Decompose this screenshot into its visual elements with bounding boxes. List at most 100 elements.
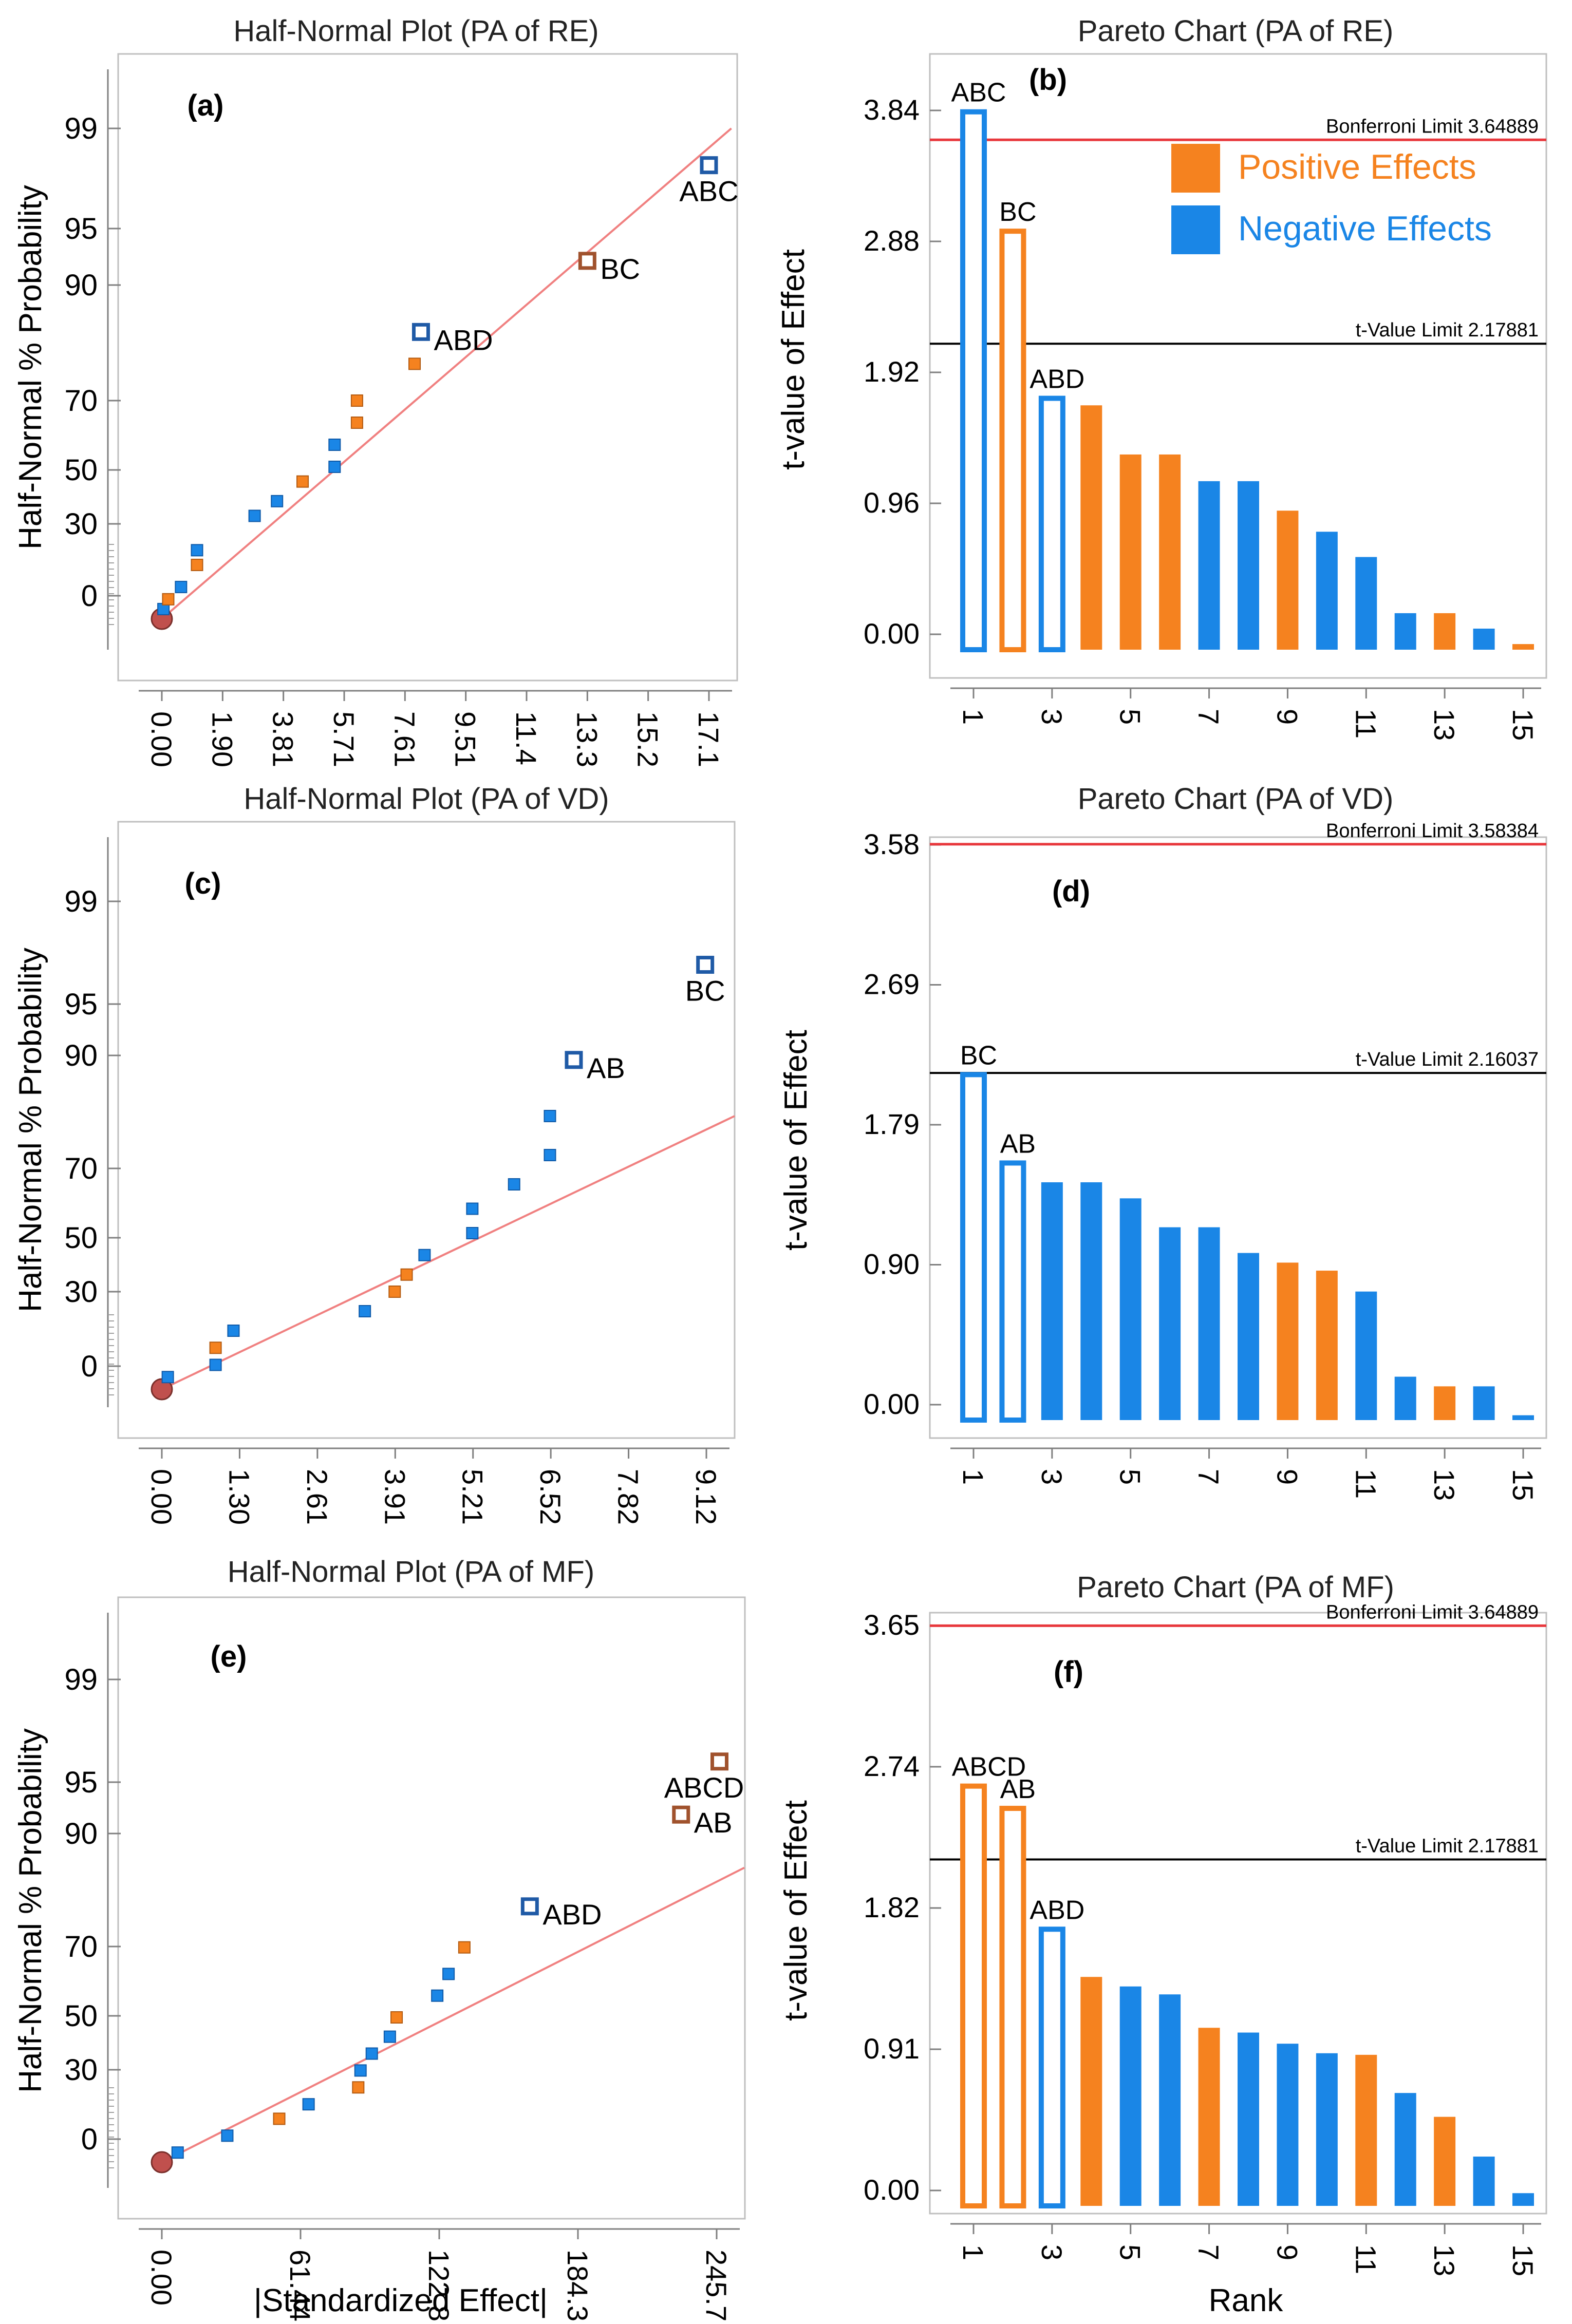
effect-point bbox=[352, 2081, 365, 2094]
x-tick-label: 7.61 bbox=[388, 711, 421, 767]
y-tick-label: 99 bbox=[64, 1663, 98, 1696]
effect-bar bbox=[1473, 1386, 1495, 1420]
open-effect-bar bbox=[999, 229, 1026, 652]
bar-label: ABD bbox=[1030, 365, 1084, 394]
effect-bar bbox=[1238, 2032, 1259, 2206]
bar-label: ABD bbox=[1030, 1895, 1084, 1925]
y-tick-label: 3.58 bbox=[864, 828, 920, 860]
labeled-effect-point bbox=[411, 323, 430, 341]
pareto-panel-2: Pareto Chart (PA of VD) (d) t-value of Eff… bbox=[778, 782, 1547, 1501]
point-label: ABCD bbox=[664, 1771, 744, 1804]
effect-point bbox=[390, 2011, 403, 2024]
x-tick-label: 7.82 bbox=[612, 1469, 645, 1525]
panel-letter: (a) bbox=[188, 89, 224, 122]
bonferroni-limit-label: Bonferroni Limit 3.58384 bbox=[1326, 820, 1539, 842]
pareto-panel-1: Pareto Chart (PA of RE) (b) t-value of Eff… bbox=[776, 14, 1547, 741]
tvalue-limit-label: t-Value Limit 2.16037 bbox=[1356, 1049, 1539, 1070]
panel-letter: (f) bbox=[1054, 1655, 1083, 1689]
legend: Positive Effects Negative Effects bbox=[1171, 144, 1492, 254]
halfnormal-panel-2: Half-Normal Plot (PA of VD) (c) Half-Norma… bbox=[13, 782, 736, 1525]
effect-bar bbox=[1277, 1262, 1299, 1420]
x-tick-label: 0.00 bbox=[145, 2250, 178, 2306]
effect-point bbox=[328, 438, 341, 451]
x-tick-label: 5 bbox=[1114, 2244, 1147, 2260]
effect-point bbox=[350, 417, 363, 429]
halfnormal-panel-1: Half-Normal Plot (PA of RE) (a) Half-Norma… bbox=[13, 14, 739, 767]
effect-bar bbox=[1119, 454, 1141, 650]
y-tick-label: 3.84 bbox=[864, 93, 920, 126]
labeled-effect-point bbox=[520, 1897, 539, 1916]
effect-bar bbox=[1434, 1386, 1456, 1420]
x-tick-label: 1.90 bbox=[206, 711, 238, 767]
effect-bar bbox=[1277, 511, 1299, 650]
effect-point bbox=[162, 593, 175, 606]
chart-title: Pareto Chart (PA of MF) bbox=[1077, 1571, 1394, 1604]
x-tick-label: 15 bbox=[1507, 709, 1539, 741]
point-label: BC bbox=[600, 253, 640, 285]
labeled-effect-point bbox=[710, 1752, 728, 1771]
x-axis-label: Rank bbox=[1209, 2283, 1284, 2318]
y-tick-label: 0.96 bbox=[864, 486, 920, 519]
x-tick-label: 122.88 bbox=[423, 2250, 455, 2321]
effect-point bbox=[431, 1989, 444, 2002]
effect-point bbox=[458, 1941, 471, 1954]
panel-letter: (b) bbox=[1029, 63, 1067, 97]
effect-bar bbox=[1198, 2028, 1220, 2206]
x-tick-label: 15.2 bbox=[632, 711, 664, 767]
effect-point bbox=[296, 475, 309, 488]
x-tick-label: 0.00 bbox=[145, 1469, 178, 1525]
y-tick-label: 50 bbox=[64, 454, 98, 487]
plot-frame bbox=[929, 1612, 1547, 2215]
bar-label: ABC bbox=[951, 78, 1006, 108]
labeled-effect-point bbox=[578, 252, 596, 270]
x-axis-label: |Standardized Effect| bbox=[254, 2283, 548, 2318]
effect-bar bbox=[1238, 1253, 1259, 1420]
x-tick-label: 13 bbox=[1428, 2244, 1461, 2276]
bar-label: BC bbox=[960, 1041, 997, 1070]
y-tick-label: 99 bbox=[64, 112, 98, 145]
effect-point bbox=[161, 1371, 174, 1384]
effect-bar bbox=[1434, 613, 1456, 650]
y-tick-label: 0 bbox=[81, 579, 98, 613]
panel-letter: (e) bbox=[211, 1640, 247, 1673]
y-tick-label: 50 bbox=[64, 1999, 98, 2033]
effect-point bbox=[221, 2129, 234, 2142]
effect-bar bbox=[1159, 1227, 1181, 1420]
effect-bar bbox=[1512, 2193, 1534, 2206]
panels-layer: Half-Normal Plot (PA of RE) (a) Half-Norma… bbox=[13, 14, 1547, 2324]
x-tick-label: 1 bbox=[957, 709, 989, 725]
x-tick-label: 184.31 bbox=[562, 2250, 594, 2321]
x-tick-label: 11 bbox=[1350, 2244, 1382, 2274]
y-axis-label: Half-Normal % Probability bbox=[13, 1728, 48, 2093]
y-axis-label: Half-Normal % Probability bbox=[13, 185, 48, 550]
effect-bar bbox=[1277, 2044, 1299, 2206]
open-effect-bar bbox=[1038, 1926, 1065, 2209]
effect-bar bbox=[1316, 2053, 1338, 2206]
x-tick-label: 9 bbox=[1271, 1469, 1303, 1485]
fit-line bbox=[161, 1115, 735, 1390]
x-tick-label: 1.30 bbox=[223, 1469, 255, 1525]
plot-frame bbox=[117, 1596, 746, 2220]
effect-point bbox=[418, 1249, 431, 1261]
effect-point bbox=[383, 2030, 396, 2043]
effect-point bbox=[388, 1286, 401, 1298]
effect-bar bbox=[1159, 1994, 1181, 2206]
y-tick-label: 30 bbox=[64, 2053, 98, 2087]
y-tick-label: 0.91 bbox=[864, 2032, 920, 2065]
effect-bar bbox=[1355, 557, 1377, 650]
effect-bar bbox=[1355, 2054, 1377, 2206]
effect-bar bbox=[1080, 1182, 1102, 1420]
open-effect-bar bbox=[960, 109, 987, 652]
y-tick-label: 90 bbox=[64, 1817, 98, 1850]
effect-bar bbox=[1119, 1986, 1141, 2206]
y-tick-label: 2.74 bbox=[864, 1750, 920, 1782]
labeled-effect-point bbox=[672, 1805, 690, 1824]
effect-point bbox=[248, 509, 261, 522]
effect-point bbox=[227, 1325, 240, 1337]
effect-bar bbox=[1159, 454, 1181, 650]
y-tick-label: 3.65 bbox=[864, 1609, 920, 1641]
effect-bar bbox=[1316, 1271, 1338, 1420]
y-tick-label: 1.92 bbox=[864, 355, 920, 388]
